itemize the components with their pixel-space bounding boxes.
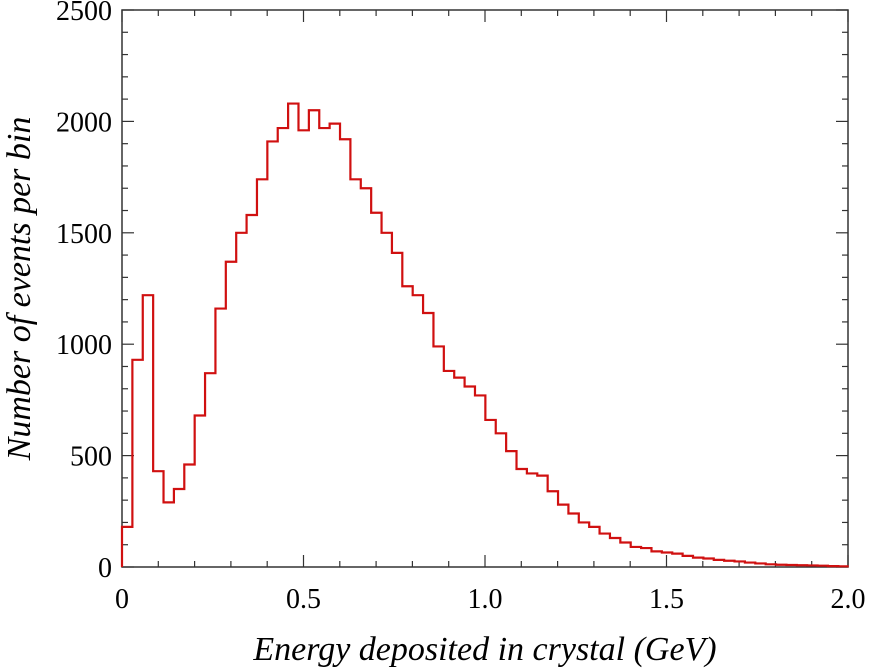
x-tick-label: 0	[115, 584, 129, 615]
y-tick-label: 2500	[56, 0, 112, 27]
x-tick-label: 2.0	[831, 584, 866, 615]
x-tick-label: 1.5	[649, 584, 684, 615]
y-tick-label: 2000	[56, 107, 112, 138]
y-tick-label: 1000	[56, 330, 112, 361]
x-tick-label: 0.5	[286, 584, 321, 615]
plot-frame	[121, 9, 849, 568]
y-axis-title: Number of events per bin	[1, 117, 38, 462]
x-tick-label: 1.0	[468, 584, 503, 615]
x-axis-title: Energy deposited in crystal (GeV)	[252, 631, 716, 668]
histogram-series-line	[120, 102, 849, 568]
y-tick-label: 500	[70, 442, 112, 473]
y-tick-label: 1500	[56, 219, 112, 250]
y-tick-label: 0	[98, 553, 112, 584]
